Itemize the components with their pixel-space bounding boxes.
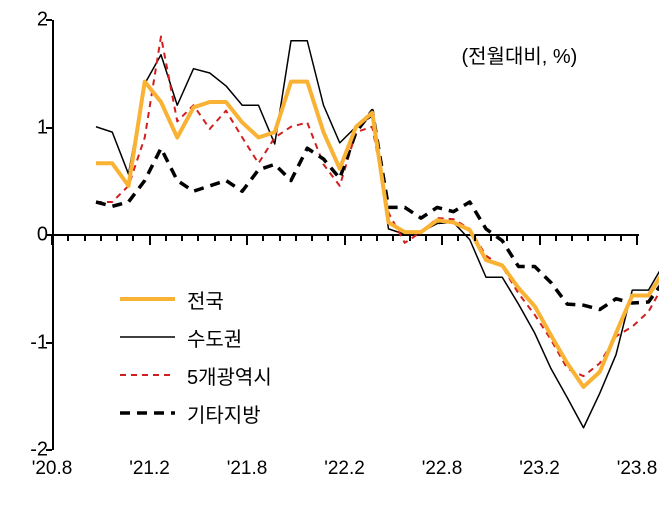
unit-annotation: (전월대비, %): [462, 40, 578, 69]
x-tick-mark-minor: [262, 235, 264, 241]
x-tick-mark-minor: [100, 235, 102, 241]
x-tick-mark-minor: [490, 235, 492, 241]
x-tick-mark-minor: [425, 235, 427, 241]
legend-swatch: [120, 365, 175, 385]
x-tick-mark-minor: [116, 235, 118, 241]
x-tick-mark-minor: [67, 235, 69, 241]
x-tick-mark-minor: [522, 235, 524, 241]
legend-row: 전국: [120, 280, 272, 318]
x-tick-label: '23.2: [519, 458, 560, 480]
x-tick-mark-minor: [214, 235, 216, 241]
x-tick-label: '21.2: [129, 458, 170, 480]
legend-label: 기타지방: [187, 399, 261, 428]
y-tick-mark: [46, 449, 52, 451]
legend-swatch: [120, 289, 175, 309]
x-tick-label: '20.8: [32, 458, 73, 480]
legend-swatch: [120, 327, 175, 347]
y-tick-mark: [46, 19, 52, 21]
x-tick-mark-major: [539, 235, 541, 245]
x-tick-mark-major: [149, 235, 151, 245]
line-chart: (전월대비, %) 전국수도권5개광역시기타지방 -2-1012'20.8'21…: [10, 10, 650, 500]
y-tick-mark: [46, 127, 52, 129]
x-tick-mark-minor: [392, 235, 394, 241]
x-tick-mark-minor: [360, 235, 362, 241]
x-tick-mark-minor: [132, 235, 134, 241]
x-tick-mark-minor: [279, 235, 281, 241]
x-tick-mark-major: [636, 235, 638, 245]
legend-row: 수도권: [120, 318, 272, 356]
x-tick-mark-minor: [84, 235, 86, 241]
x-tick-mark-minor: [457, 235, 459, 241]
legend: 전국수도권 5개광역시기타지방: [120, 280, 272, 432]
x-tick-label: '23.8: [617, 458, 658, 480]
x-tick-mark-minor: [327, 235, 329, 241]
x-tick-mark-minor: [165, 235, 167, 241]
legend-label: 수도권: [187, 323, 242, 352]
x-tick-mark-minor: [620, 235, 622, 241]
x-tick-mark-minor: [587, 235, 589, 241]
x-tick-label: '22.2: [324, 458, 365, 480]
legend-label: 5개광역시: [187, 361, 272, 390]
x-tick-label: '21.8: [227, 458, 268, 480]
x-tick-mark-minor: [230, 235, 232, 241]
legend-swatch: [120, 403, 175, 423]
x-tick-mark-minor: [555, 235, 557, 241]
x-tick-mark-minor: [311, 235, 313, 241]
x-tick-mark-minor: [376, 235, 378, 241]
x-tick-mark-minor: [474, 235, 476, 241]
x-tick-mark-minor: [197, 235, 199, 241]
legend-row: 5개광역시: [120, 356, 272, 394]
x-tick-mark-major: [51, 235, 53, 245]
x-tick-mark-major: [441, 235, 443, 245]
y-tick-mark: [46, 342, 52, 344]
x-tick-mark-minor: [506, 235, 508, 241]
x-tick-mark-minor: [409, 235, 411, 241]
x-tick-mark-minor: [295, 235, 297, 241]
x-tick-mark-minor: [604, 235, 606, 241]
legend-row: 기타지방: [120, 394, 272, 432]
x-tick-mark-major: [246, 235, 248, 245]
x-tick-mark-minor: [181, 235, 183, 241]
x-tick-mark-major: [344, 235, 346, 245]
x-tick-label: '22.8: [422, 458, 463, 480]
x-tick-mark-minor: [571, 235, 573, 241]
legend-label: 전국: [187, 285, 224, 314]
